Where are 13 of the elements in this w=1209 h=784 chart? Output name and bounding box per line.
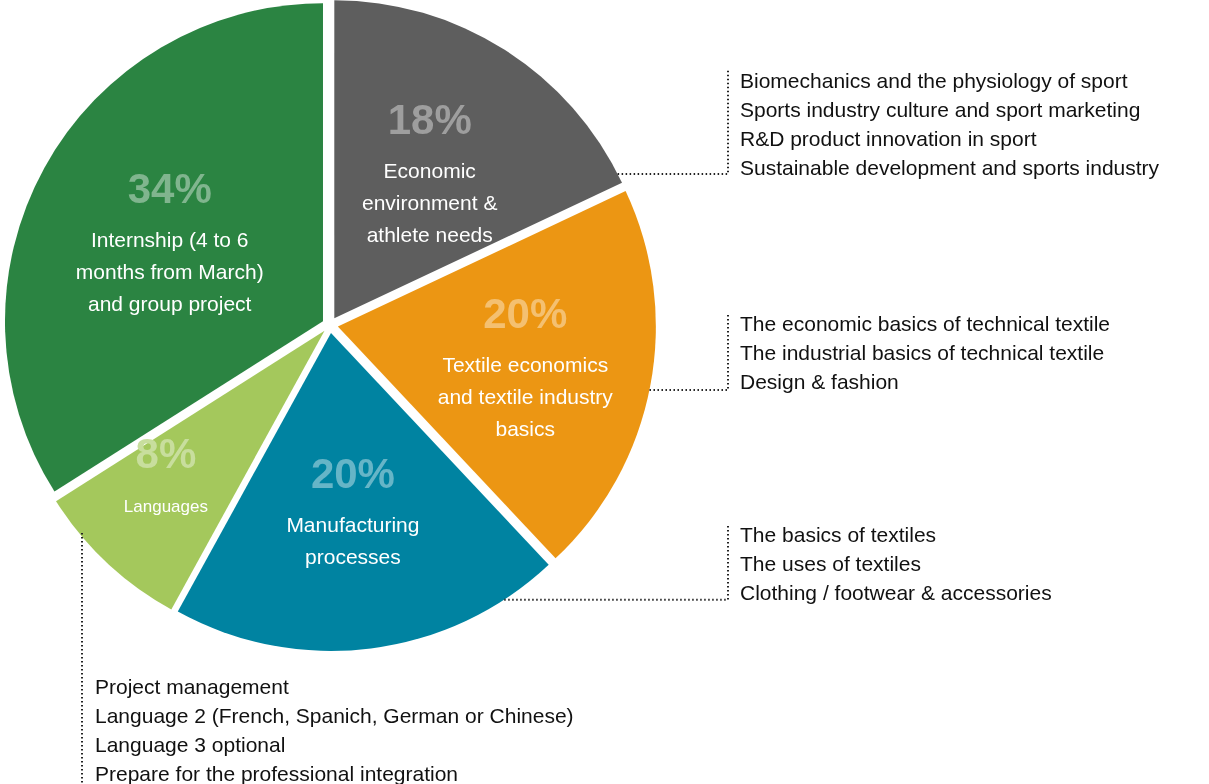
slice-label: Textile economics and textile industry basics xyxy=(437,353,614,441)
slice-label: Manufacturing processes xyxy=(286,513,420,569)
data-label: 18% xyxy=(387,95,472,143)
text: The basics of textiles The uses of textiles Clothing / footwear & accessories xyxy=(740,523,1052,604)
data-label: 20% xyxy=(310,450,395,498)
text: Biomechanics and the physiology of sport Sports industry culture and sport marketing R&D product innovation in sport Sustainable development and sports industry xyxy=(740,69,1160,179)
data-label: 34% xyxy=(127,164,212,212)
data-label: 20% xyxy=(483,290,568,338)
slice-label: Internship (4 to 6 months from March) and group project xyxy=(75,227,264,315)
text: The economic basics of technical textile The industrial basics of technical textile Design & fashion xyxy=(740,312,1111,393)
data-label: 8% xyxy=(135,429,197,477)
slice-label: Languages xyxy=(123,496,208,516)
slice-label: Economic environment & athlete needs xyxy=(362,158,498,246)
